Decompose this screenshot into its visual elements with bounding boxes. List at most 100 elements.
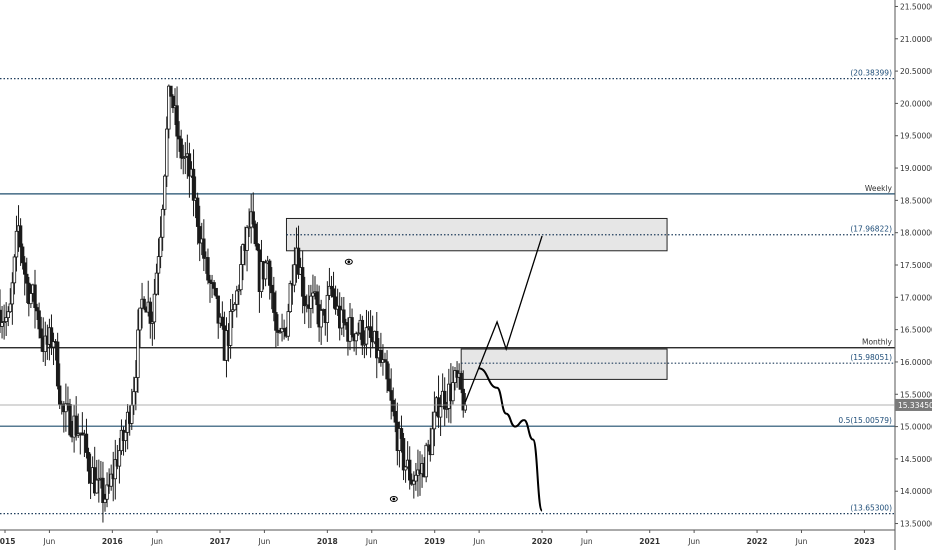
level-labels: (20.38399) Weekly (17.96822) Monthly (15.980… [838, 69, 892, 513]
candle-body [237, 289, 241, 292]
candle-body [113, 459, 117, 480]
candle-body [105, 484, 109, 500]
candle-body [58, 385, 62, 405]
candle-body [74, 415, 78, 436]
candle-body [408, 459, 412, 481]
candle-body [103, 498, 107, 503]
x-tick-label: 2016 [102, 537, 123, 546]
candle-body [14, 230, 19, 258]
candle-body [132, 391, 136, 406]
candle-body [10, 282, 15, 305]
axes [0, 0, 896, 550]
candle-body [123, 431, 128, 442]
candle-body [364, 327, 369, 345]
candle-body [177, 135, 181, 140]
candle-body [130, 404, 134, 424]
candle-body [6, 311, 10, 319]
candle-body [385, 361, 389, 380]
candle-body [463, 404, 467, 411]
x-tick-label: Jun [258, 537, 271, 546]
candle-body [160, 208, 165, 238]
candle-body [0, 309, 2, 327]
candle-body [2, 321, 6, 323]
candle-body [12, 256, 17, 284]
candle-body [195, 197, 200, 227]
candle-body [362, 343, 367, 346]
candle-body [461, 388, 465, 411]
candle-body [156, 256, 161, 274]
y-tick-label: 18.00000 [900, 229, 932, 238]
candle-body [0, 322, 4, 327]
candle-body [202, 238, 206, 259]
candle-body [278, 331, 282, 334]
candle-body [401, 438, 406, 471]
candle-body [272, 292, 276, 313]
projection-path [478, 367, 544, 512]
candle-body [191, 168, 196, 201]
y-tick-label: 15.00000 [900, 423, 932, 432]
candle-body [206, 257, 210, 281]
candle-body [117, 450, 122, 467]
candle-body [286, 311, 290, 337]
candle-body [171, 95, 175, 109]
supply-demand-zones [285, 217, 668, 380]
candle-body [239, 264, 243, 291]
candle-body [4, 317, 8, 322]
candle-body [270, 284, 274, 294]
candle-body [393, 410, 397, 423]
candle-body [208, 279, 212, 283]
candle-body [438, 406, 443, 418]
candle-body [20, 246, 25, 264]
level-label: (13.65300) [850, 504, 892, 513]
zone-box [460, 348, 668, 380]
x-tick-label: Jun [795, 537, 808, 546]
candle-body [165, 128, 169, 177]
candle-body [8, 303, 12, 313]
candle-body [68, 404, 72, 436]
candle-body [255, 243, 260, 251]
level-label: Monthly [862, 338, 893, 347]
candle-body [430, 428, 435, 456]
eye-pupil [347, 260, 351, 264]
horizontal-levels [0, 77, 895, 515]
candle-body [268, 260, 272, 286]
candle-body [356, 332, 360, 335]
candle-body [212, 282, 216, 289]
last-price-box [895, 398, 932, 411]
x-tick-label: Jun [472, 537, 485, 546]
level-label: (20.38399) [850, 69, 892, 78]
candle-body [309, 295, 313, 309]
candle-body [403, 466, 408, 471]
x-tick-label: Jun [687, 537, 700, 546]
x-tick-label: 2022 [747, 537, 768, 546]
candle-body [389, 390, 393, 401]
y-tick-label: 16.00000 [900, 358, 932, 367]
x-tick-label: Jun [43, 537, 56, 546]
candle-body [187, 153, 192, 177]
projection-paths [464, 235, 544, 512]
candle-body [228, 310, 233, 346]
candle-body [333, 296, 338, 310]
candle-body [220, 316, 225, 327]
candle-body [241, 244, 245, 265]
candle-body [214, 287, 218, 297]
candle-body [379, 350, 383, 363]
y-tick-label: 19.00000 [900, 164, 932, 173]
candlesticks [0, 84, 467, 523]
level-label: Weekly [865, 184, 893, 193]
candle-body [360, 319, 365, 346]
candle-body [354, 333, 358, 342]
candle-body [169, 85, 173, 97]
level-label: 0.5(15.00579) [838, 416, 892, 425]
candle-body [136, 329, 140, 378]
candle-body [181, 157, 185, 159]
candle-body [76, 433, 80, 436]
candle-body [134, 377, 138, 393]
x-tick-label: 2018 [317, 537, 338, 546]
projection-path [464, 235, 543, 403]
